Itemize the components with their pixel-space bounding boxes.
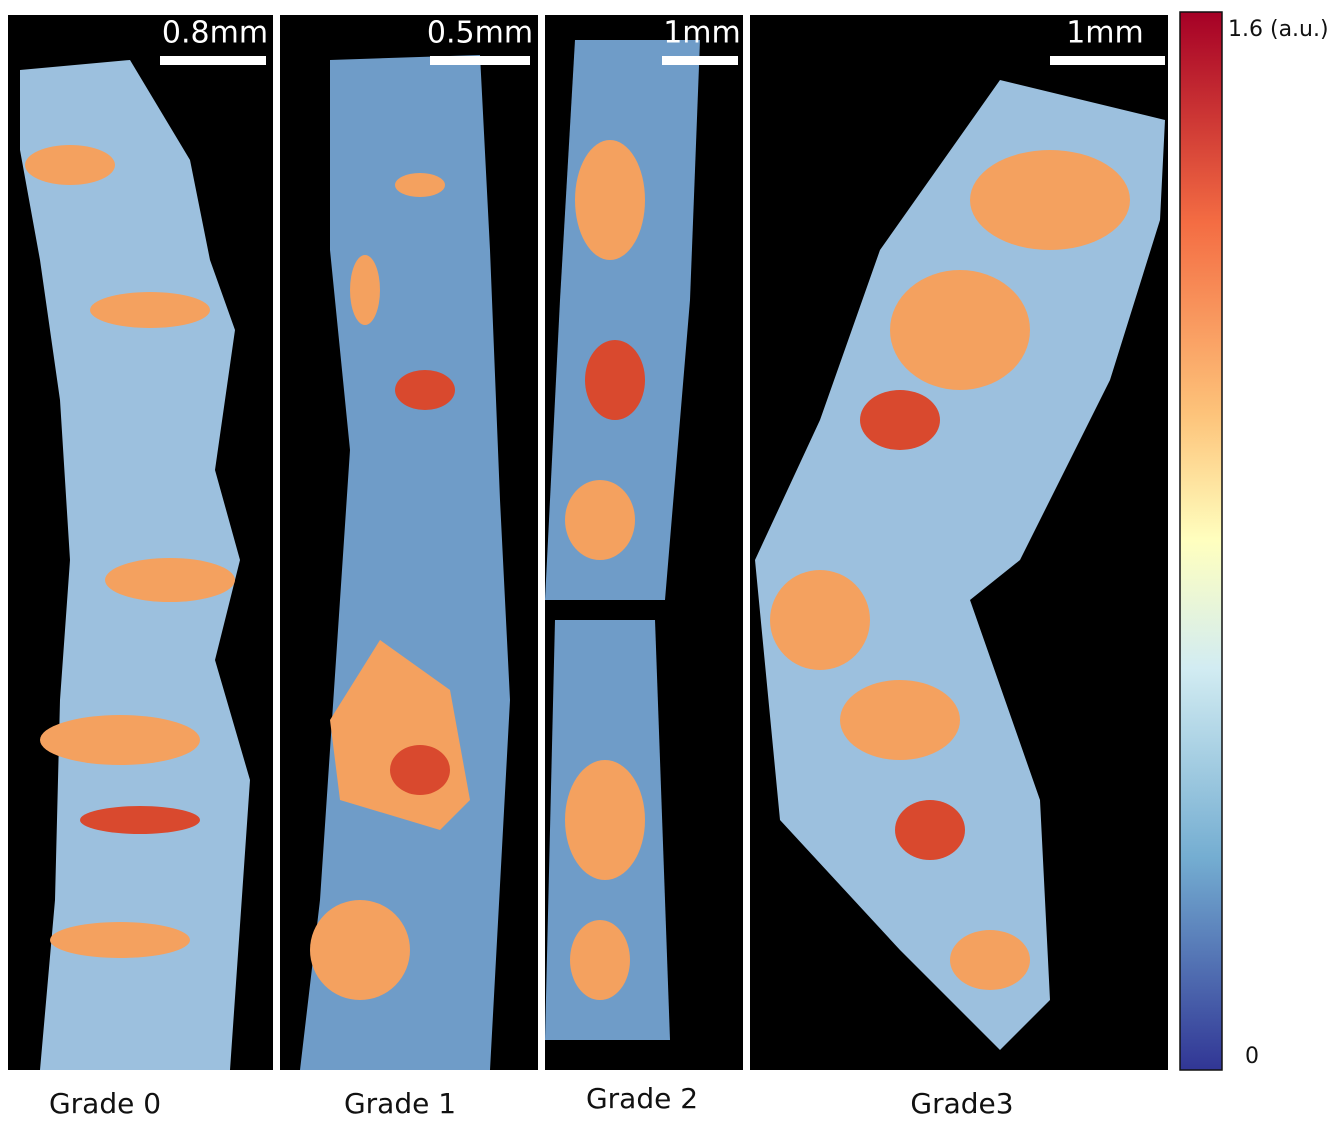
scale-bar	[662, 56, 738, 65]
bone-region	[390, 745, 450, 795]
bone-region	[310, 900, 410, 1000]
scale-bar-label: 1mm	[1066, 16, 1144, 51]
grade-label: Grade 0	[49, 1087, 161, 1120]
bone-region	[395, 173, 445, 197]
bone-region	[80, 806, 200, 834]
bone-region	[105, 558, 235, 602]
scale-bar	[430, 56, 530, 65]
bone-region	[890, 270, 1030, 390]
bone-region	[895, 800, 965, 860]
bone-region	[950, 930, 1030, 990]
scale-bar	[160, 56, 266, 65]
bone-region	[840, 680, 960, 760]
figure: 0.8mm 0.5mm 1mm 1m	[0, 0, 1337, 1121]
scale-bar-label: 0.5mm	[427, 16, 533, 51]
bone-region	[565, 480, 635, 560]
bone-region	[570, 920, 630, 1000]
scale-bar	[1050, 56, 1165, 65]
panel-grade-2: 1mm	[545, 15, 743, 1070]
colorbar-max-label: 1.6 (a.u.)	[1228, 17, 1329, 42]
bone-region	[770, 570, 870, 670]
bone-region	[970, 150, 1130, 250]
bone-region	[395, 370, 455, 410]
colorbar	[1180, 12, 1222, 1070]
bone-region	[40, 715, 200, 765]
bone-region	[585, 340, 645, 420]
panel-grade-3: 1mm	[750, 15, 1168, 1070]
bone-region	[25, 145, 115, 185]
bone-region	[565, 760, 645, 880]
colorbar-min-label: 0	[1245, 1044, 1259, 1069]
bone-region	[350, 255, 380, 325]
scale-bar-label: 0.8mm	[162, 16, 268, 51]
grade-label: Grade 2	[586, 1082, 698, 1115]
scale-bar-label: 1mm	[663, 16, 741, 51]
bone-region	[575, 140, 645, 260]
bone-region	[90, 292, 210, 328]
panel-grade-1: 0.5mm	[280, 15, 538, 1070]
grade-label: Grade 1	[344, 1087, 456, 1120]
grade-label: Grade3	[910, 1087, 1013, 1120]
bone-region	[50, 922, 190, 958]
panel-grade-0: 0.8mm	[8, 15, 273, 1070]
bone-region	[860, 390, 940, 450]
